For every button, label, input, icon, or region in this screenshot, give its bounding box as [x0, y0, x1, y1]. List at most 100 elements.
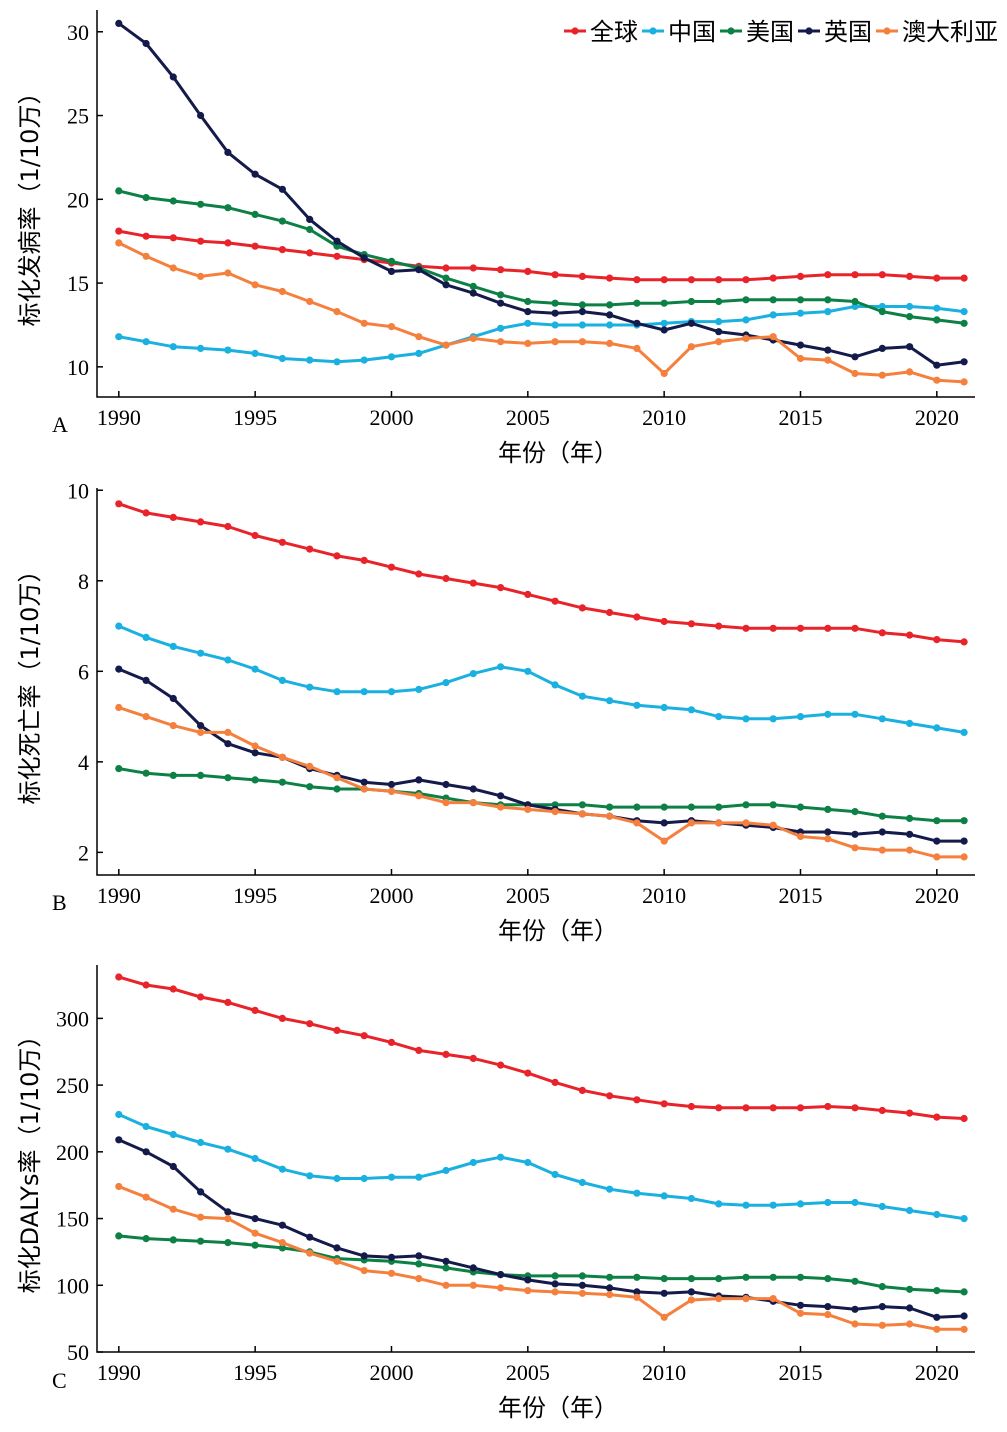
data-point	[742, 624, 750, 632]
data-point	[551, 299, 559, 307]
data-point	[469, 1054, 477, 1062]
data-point	[796, 1273, 805, 1281]
data-point	[878, 828, 886, 836]
data-point	[960, 308, 968, 316]
data-point	[524, 667, 532, 675]
legend: 全球 中国 美国 英国 澳大利亚	[564, 18, 998, 46]
data-point	[224, 269, 232, 277]
data-point	[387, 787, 396, 795]
data-point	[796, 354, 805, 363]
data-point	[960, 638, 968, 646]
data-point	[306, 225, 314, 234]
data-point	[878, 1303, 886, 1311]
series-英国	[115, 19, 968, 369]
x-tick-label: 2020	[915, 405, 959, 430]
data-point	[715, 318, 723, 326]
data-point	[224, 522, 232, 531]
x-tick-label: 2005	[506, 405, 550, 430]
y-tick-label: 15	[67, 271, 89, 296]
data-point	[415, 1173, 423, 1181]
data-point	[578, 1289, 587, 1297]
data-point	[442, 281, 450, 289]
data-point	[169, 1130, 177, 1139]
data-point	[578, 301, 587, 309]
series-line	[118, 189, 965, 325]
x-tick-label: 2015	[778, 1360, 822, 1385]
data-point	[960, 1288, 968, 1296]
data-point	[687, 620, 696, 628]
data-point	[415, 1252, 423, 1260]
y-tick-label: 200	[56, 1140, 89, 1165]
data-point	[906, 313, 914, 321]
data-point	[224, 728, 232, 737]
series-line	[118, 305, 965, 364]
data-point	[769, 333, 777, 341]
data-point	[278, 287, 286, 296]
data-point	[224, 998, 232, 1007]
data-point	[306, 1249, 314, 1257]
data-point	[224, 204, 232, 212]
data-point	[660, 1192, 668, 1200]
data-point	[251, 1229, 259, 1237]
data-point	[442, 341, 450, 349]
data-point	[251, 349, 259, 357]
data-point	[960, 319, 968, 327]
data-point	[251, 1215, 259, 1223]
axes-frame	[96, 10, 975, 398]
data-point	[960, 1325, 968, 1333]
data-point	[878, 812, 886, 820]
legend-marker	[649, 27, 657, 35]
data-point	[633, 1273, 641, 1281]
data-point	[796, 309, 805, 317]
data-point	[578, 692, 587, 700]
series-line	[118, 667, 965, 843]
data-point	[306, 249, 314, 257]
data-point	[606, 339, 614, 347]
data-point	[715, 276, 723, 284]
series-line	[118, 241, 965, 384]
data-point	[360, 785, 368, 793]
data-point	[687, 819, 696, 827]
data-point	[878, 846, 886, 854]
data-point	[278, 354, 286, 363]
data-point	[824, 710, 832, 718]
data-point	[278, 1239, 286, 1247]
data-point	[715, 1275, 723, 1283]
data-point	[660, 819, 668, 827]
data-point	[278, 246, 286, 254]
series-全球	[115, 227, 968, 284]
legend-marker	[727, 27, 735, 35]
data-point	[660, 276, 668, 284]
data-point	[224, 346, 232, 354]
data-point	[442, 799, 450, 807]
data-point	[115, 227, 123, 235]
data-point	[360, 254, 368, 262]
panel-B: 2 4 6 8 10 1990 1995 2000 2005 2010 2015 2020 年份（年） 标…	[16, 478, 975, 945]
data-point	[851, 297, 859, 306]
data-point	[442, 679, 450, 687]
panel-C: 50 100 150 200 250 300 1990 1995 2000 2005 2010 201…	[16, 965, 975, 1422]
data-point	[769, 311, 777, 319]
data-point	[360, 356, 368, 364]
data-point	[878, 629, 886, 637]
data-point	[824, 1311, 832, 1319]
data-point	[769, 801, 777, 809]
series-line	[118, 1185, 965, 1331]
data-point	[660, 326, 668, 334]
data-point	[415, 685, 423, 694]
y-axis-label: 标化死亡率（1/10万）	[16, 559, 44, 805]
data-point	[333, 688, 341, 696]
data-point	[606, 812, 614, 820]
data-point	[578, 801, 587, 809]
data-point	[442, 1264, 450, 1272]
data-point	[333, 1174, 341, 1183]
legend-label: 中国	[668, 18, 716, 46]
x-tick-label: 2005	[506, 883, 550, 908]
data-point	[551, 321, 559, 329]
data-point	[333, 308, 341, 316]
data-point	[606, 274, 614, 282]
data-point	[633, 613, 641, 621]
data-point	[878, 1202, 886, 1211]
data-point	[687, 706, 696, 714]
x-tick-label: 2015	[778, 883, 822, 908]
